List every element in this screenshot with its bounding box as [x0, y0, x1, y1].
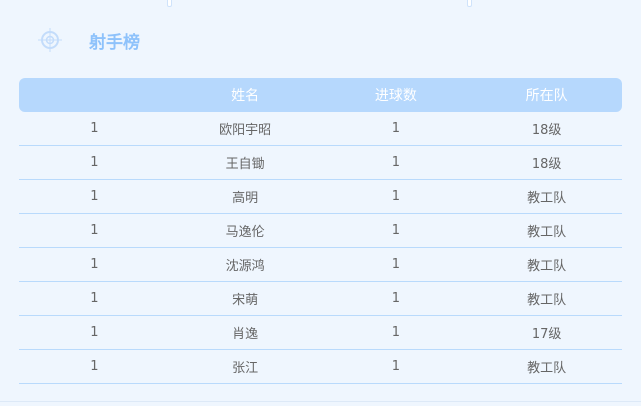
table-cell: 1: [90, 359, 99, 374]
table-cell: 高明: [232, 191, 259, 206]
table-cell: 教工队: [527, 361, 567, 376]
table-cell: 肖逸: [232, 327, 259, 342]
table-cell: 18级: [531, 157, 562, 172]
table-cell: 18级: [531, 123, 562, 138]
bottom-divider: [0, 401, 641, 402]
table-cell: 17级: [531, 327, 562, 342]
table-cell: 1: [391, 291, 401, 306]
page-title: 射手榜: [89, 32, 140, 53]
table-cell: 1: [90, 325, 99, 340]
table-cell: 张江: [232, 361, 259, 376]
table-cell: 1: [391, 121, 401, 136]
table-cell: 1: [391, 155, 401, 170]
panel-header: 射手榜: [36, 26, 140, 54]
table-cell: 沈源鸿: [225, 259, 265, 274]
table-row: 1 欧阳宇昭 1 18级: [19, 112, 622, 146]
column-header: 所在队: [525, 88, 568, 104]
table-cell: 1: [391, 189, 401, 204]
divider-tick: [467, 0, 472, 7]
table-cell: 1: [391, 223, 401, 238]
table-row: 1 王自锄 1 18级: [19, 146, 622, 180]
column-header: 进球数: [374, 88, 417, 104]
table-cell: 教工队: [527, 293, 567, 308]
table-row: 1 肖逸 1 17级: [19, 316, 622, 350]
table-cell: 王自锄: [225, 157, 265, 172]
table-cell: 教工队: [527, 191, 567, 206]
table-cell: 1: [391, 257, 401, 272]
table-row: 1 宋萌 1 教工队: [19, 282, 622, 316]
scorer-table: 姓名 进球数 所在队 1 欧阳宇昭 1 18级 1 王自锄 1 18级 1 高明 1 教工队 1 马逸伦 1…: [19, 78, 622, 384]
table-cell: 1: [90, 257, 99, 272]
column-header: 姓名: [231, 88, 260, 104]
table-cell: 1: [90, 223, 99, 238]
table-row: 1 高明 1 教工队: [19, 180, 622, 214]
target-icon: [38, 28, 62, 52]
table-row: 1 沈源鸿 1 教工队: [19, 248, 622, 282]
table-cell: 1: [90, 155, 99, 170]
divider-tick: [167, 0, 172, 7]
table-cell: 1: [391, 325, 401, 340]
table-row: 1 张江 1 教工队: [19, 350, 622, 384]
table-row: 1 马逸伦 1 教工队: [19, 214, 622, 248]
table-cell: 宋萌: [232, 293, 259, 308]
table-cell: 马逸伦: [225, 225, 265, 240]
table-cell: 教工队: [527, 225, 567, 240]
table-cell: 1: [90, 291, 99, 306]
table-header: 姓名 进球数 所在队: [19, 78, 622, 112]
table-cell: 1: [90, 121, 99, 136]
table-cell: 欧阳宇昭: [219, 123, 272, 138]
table-cell: 教工队: [527, 259, 567, 274]
table-cell: 1: [90, 189, 99, 204]
table-cell: 1: [391, 359, 401, 374]
